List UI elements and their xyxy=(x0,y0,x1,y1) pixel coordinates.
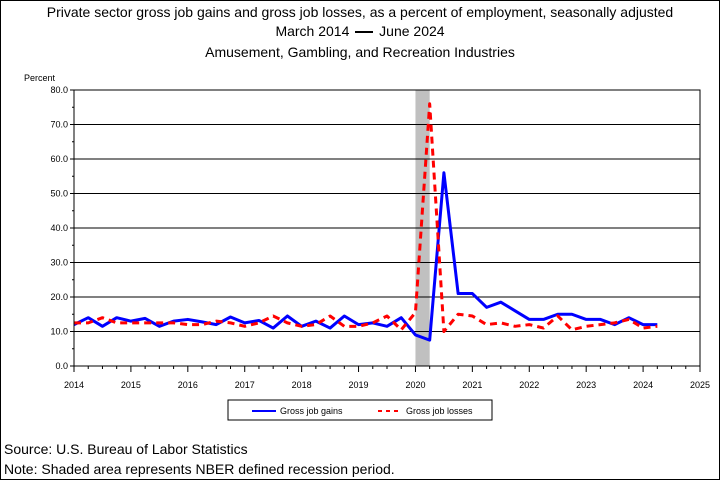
y-tick-label: 0.0 xyxy=(55,361,68,371)
x-tick-label: 2022 xyxy=(519,380,539,390)
x-tick-label: 2018 xyxy=(292,380,312,390)
plot-layer: 0.0 10.0 20.0 30.0 40.0 50.0 60.0 70.0 80.0 2014 2… xyxy=(50,85,710,390)
x-tick-label: 2025 xyxy=(690,380,710,390)
chart-title: Private sector gross job gains and gross… xyxy=(46,4,674,20)
chart-subtitle: Amusement, Gambling, and Recreation Indu… xyxy=(205,44,515,60)
y-tick-label: 50.0 xyxy=(50,189,68,199)
date-range-end: June 2024 xyxy=(379,23,445,39)
x-tick-label: 2016 xyxy=(178,380,198,390)
x-tick-label: 2020 xyxy=(405,380,425,390)
x-tick-label: 2019 xyxy=(349,380,369,390)
x-tick-label: 2023 xyxy=(576,380,596,390)
y-tick-label: 10.0 xyxy=(50,327,68,337)
x-tick-label: 2021 xyxy=(462,380,482,390)
recession-note: Note: Shaded area represents NBER define… xyxy=(4,461,395,477)
y-tick-label: 30.0 xyxy=(50,258,68,268)
date-range-start: March 2014 xyxy=(275,23,350,39)
y-axis-label: Percent xyxy=(24,73,56,83)
series-line-gross-job-gains xyxy=(73,171,658,342)
chart-date-range: March 2014 June 2024 xyxy=(0,22,720,40)
y-tick-label: 40.0 xyxy=(50,223,68,233)
y-tick-label: 80.0 xyxy=(50,85,68,95)
x-tick-label: 2017 xyxy=(235,380,255,390)
x-tick-label: 2015 xyxy=(121,380,141,390)
legend-box xyxy=(227,399,493,421)
legend: Gross job gains Gross job losses xyxy=(227,399,493,421)
date-range-dash xyxy=(355,31,374,34)
source-note: Source: U.S. Bureau of Labor Statistics xyxy=(4,441,248,457)
y-tick-label: 20.0 xyxy=(50,292,68,302)
plot-border xyxy=(73,89,701,367)
x-tick-label: 2014 xyxy=(64,380,84,390)
legend-label-gross-job-losses: Gross job losses xyxy=(406,406,473,416)
y-tick-label: 70.0 xyxy=(50,120,68,130)
x-tick-label: 2024 xyxy=(633,380,653,390)
series-line-gross-job-losses xyxy=(74,102,658,333)
legend-label-gross-job-gains: Gross job gains xyxy=(280,406,343,416)
y-tick-label: 60.0 xyxy=(50,154,68,164)
